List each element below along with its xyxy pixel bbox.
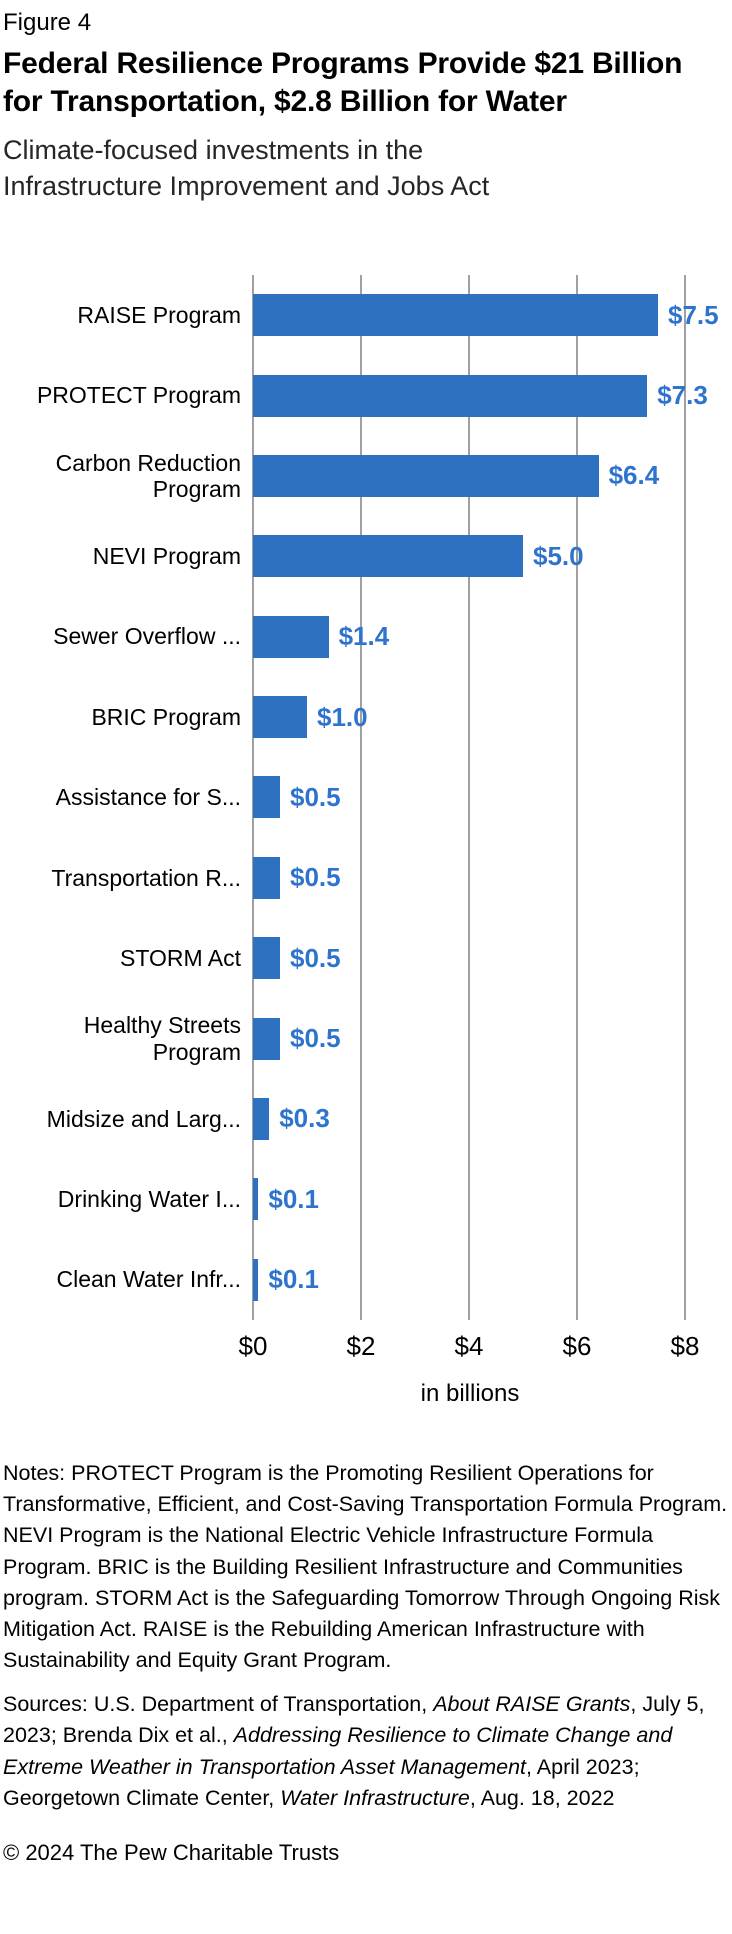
bar-track: $7.5 — [253, 294, 730, 337]
value-label: $0.5 — [290, 1023, 341, 1054]
bar — [253, 294, 658, 337]
category-label: STORM Act — [120, 944, 241, 971]
chart-row: Transportation R... $0.5 — [3, 838, 730, 918]
bar-track: $0.5 — [253, 1017, 730, 1060]
gridline — [360, 275, 362, 1320]
bar — [253, 856, 280, 899]
category-label: PROTECT Program — [36, 382, 241, 409]
chart-row: Healthy Streets Program $0.5 — [3, 998, 730, 1078]
category-label: Carbon Reduction Program — [55, 449, 241, 502]
source-text-segment: Sources: U.S. Department of Transportati… — [3, 1692, 434, 1717]
x-axis-title-wrap: in billions — [253, 1380, 687, 1408]
bar — [253, 1097, 270, 1140]
category-label: BRIC Program — [91, 703, 241, 730]
chart-row: Assistance for S... $0.5 — [3, 757, 730, 837]
category-label: Transportation R... — [51, 864, 241, 891]
source-text-segment: , April 2023; Georgetown Climate Center, — [3, 1754, 640, 1810]
chart-title: Federal Resilience Programs Provide $21 … — [3, 47, 683, 119]
category-label: Clean Water Infr... — [56, 1266, 242, 1293]
value-label: $6.4 — [608, 460, 660, 491]
bar — [253, 776, 280, 819]
bar-track: $5.0 — [253, 535, 730, 578]
chart-rows: RAISE Program $7.5 PROTECT Program $7.3 Carb… — [3, 275, 730, 1320]
source-title: Addressing Resilience to Climate Change … — [3, 1723, 673, 1779]
x-axis-tick: $2 — [346, 1331, 376, 1361]
bar-track: $0.3 — [253, 1097, 730, 1140]
value-label: $7.5 — [668, 299, 719, 330]
value-label: $5.0 — [533, 540, 584, 571]
category-label: Sewer Overflow ... — [53, 623, 241, 650]
chart-row: STORM Act $0.5 — [3, 918, 730, 998]
value-label: $0.3 — [279, 1103, 330, 1134]
x-axis-tick: $0 — [238, 1331, 268, 1361]
bar — [253, 696, 307, 739]
bar-track: $0.1 — [253, 1258, 730, 1301]
bar — [253, 374, 648, 417]
bar-track: $0.5 — [253, 937, 730, 980]
bar-track: $7.3 — [253, 374, 730, 417]
bar-track: $1.4 — [253, 615, 730, 658]
gridline — [684, 275, 686, 1320]
source-text-segment: , Aug. 18, 2022 — [469, 1785, 615, 1810]
x-axis-title: in billions — [420, 1380, 520, 1407]
gridline — [576, 275, 578, 1320]
category-label: Midsize and Larg... — [46, 1105, 241, 1132]
bar — [253, 937, 280, 980]
bar — [253, 1258, 259, 1301]
chart-row: PROTECT Program $7.3 — [3, 355, 730, 435]
bar — [253, 615, 329, 658]
x-axis-tick: $6 — [562, 1331, 592, 1361]
value-label: $0.5 — [290, 781, 341, 812]
bar-track: $1.0 — [253, 696, 730, 739]
bar — [253, 535, 523, 578]
chart-row: Drinking Water I... $0.1 — [3, 1159, 730, 1239]
value-label: $0.1 — [268, 1264, 319, 1295]
value-label: $0.5 — [290, 862, 341, 893]
x-axis-tick: $4 — [454, 1331, 484, 1361]
category-label: Healthy Streets Program — [83, 1012, 241, 1065]
bar-track: $0.5 — [253, 776, 730, 819]
chart-row: RAISE Program $7.5 — [3, 275, 730, 355]
chart-row: Carbon Reduction Program $6.4 — [3, 436, 730, 516]
value-label: $0.5 — [290, 942, 341, 973]
copyright-text: © 2024 The Pew Charitable Trusts — [3, 1839, 340, 1865]
category-label: Assistance for S... — [55, 784, 241, 811]
bar — [253, 1178, 259, 1221]
category-label: NEVI Program — [92, 543, 241, 570]
bar-track: $0.5 — [253, 856, 730, 899]
x-axis-tick: $8 — [670, 1331, 700, 1361]
value-label: $0.1 — [268, 1183, 319, 1214]
value-label: $7.3 — [657, 380, 708, 411]
bar-track: $6.4 — [253, 454, 730, 497]
bar — [253, 1017, 280, 1060]
chart-row: BRIC Program $1.0 — [3, 677, 730, 757]
chart-row: Sewer Overflow ... $1.4 — [3, 597, 730, 677]
source-text-segment: , July 5, 2023; Brenda Dix et al., — [3, 1692, 705, 1748]
chart-row: Midsize and Larg... $0.3 — [3, 1079, 730, 1159]
bar-chart: RAISE Program $7.5 PROTECT Program $7.3 Carb… — [3, 275, 730, 1320]
bar — [253, 454, 599, 497]
value-label: $1.4 — [338, 621, 390, 652]
category-label: Drinking Water I... — [57, 1186, 241, 1213]
bar-track: $0.1 — [253, 1178, 730, 1221]
notes-text: Notes: PROTECT Program is the Promoting … — [3, 1461, 728, 1673]
chart-subtitle: Climate-focused investments in the Infra… — [3, 135, 490, 202]
x-axis: $0 $2 $4 $6 $8 — [3, 1331, 730, 1363]
category-label: RAISE Program — [77, 301, 241, 328]
sources-text: Sources: U.S. Department of Transportati… — [3, 1689, 730, 1814]
chart-row: Clean Water Infr... $0.1 — [3, 1240, 730, 1320]
value-label: $1.0 — [317, 701, 368, 732]
gridline — [468, 275, 470, 1320]
source-title: Water Infrastructure — [280, 1785, 470, 1810]
source-title: About RAISE Grants — [433, 1692, 631, 1717]
figure-label: Figure 4 — [3, 9, 92, 36]
chart-row: NEVI Program $5.0 — [3, 516, 730, 596]
